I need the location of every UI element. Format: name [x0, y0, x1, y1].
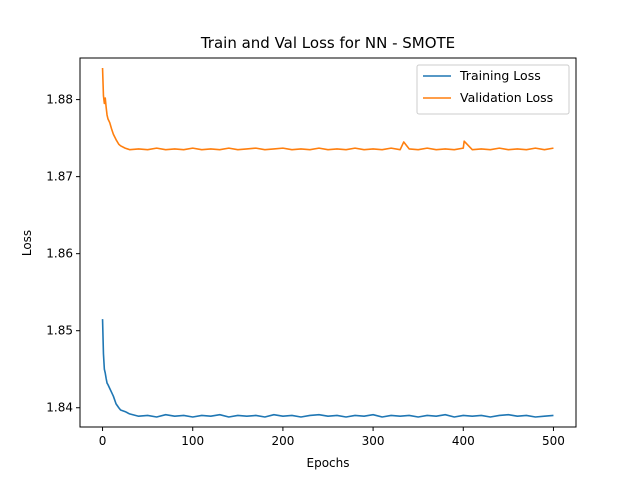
- y-axis-ticks: 1.84 1.85 1.86 1.87 1.88: [46, 93, 80, 415]
- y-tick-label: 1.84: [46, 401, 73, 415]
- x-tick-label: 300: [362, 434, 385, 448]
- y-axis-label: Loss: [20, 230, 34, 256]
- x-tick-label: 200: [271, 434, 294, 448]
- y-tick-label: 1.86: [46, 247, 73, 261]
- x-tick-label: 400: [452, 434, 475, 448]
- x-tick-label: 100: [181, 434, 204, 448]
- series-line-0: [101, 319, 554, 418]
- legend: Training Loss Validation Loss: [416, 64, 570, 115]
- x-tick-label: 500: [542, 434, 565, 448]
- series-group: [101, 67, 554, 418]
- series-line-1: [101, 67, 554, 151]
- axes-frame: [79, 57, 577, 428]
- legend-label-training: Training Loss: [459, 68, 541, 83]
- y-tick-label: 1.85: [46, 324, 73, 338]
- legend-box: [416, 64, 570, 115]
- y-tick-label: 1.88: [46, 93, 73, 107]
- legend-label-validation: Validation Loss: [460, 90, 553, 105]
- y-tick-label: 1.87: [46, 170, 73, 184]
- x-tick-label: 0: [99, 434, 107, 448]
- x-axis-label: Epochs: [307, 456, 350, 470]
- chart-title: Train and Val Loss for NN - SMOTE: [200, 34, 455, 52]
- plot-area: [79, 57, 577, 428]
- x-axis-ticks: 0 100 200 300 400 500: [99, 427, 565, 448]
